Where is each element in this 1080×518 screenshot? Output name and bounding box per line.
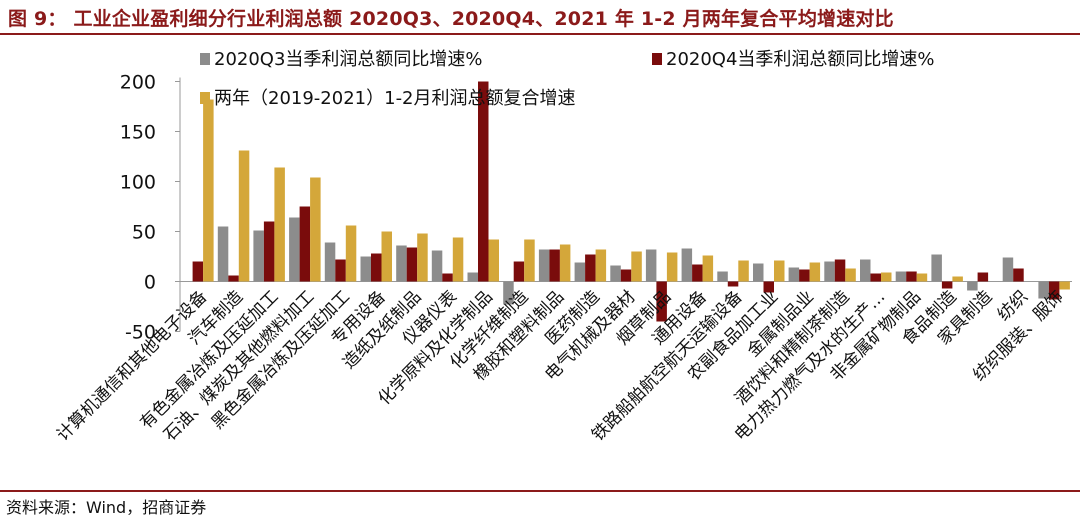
bar-3 [310, 177, 321, 282]
bar-3 [274, 167, 285, 282]
bar-1 [788, 267, 800, 282]
footer-divider [0, 490, 1080, 492]
bar-3 [845, 268, 856, 282]
bar-3 [203, 99, 214, 282]
bar-3 [1059, 281, 1070, 290]
bar-2 [263, 221, 275, 282]
legend-swatch-3 [200, 92, 210, 104]
bar-3 [952, 276, 963, 282]
bar-1 [217, 226, 229, 282]
source-note: 资料来源：Wind，招商证券 [6, 498, 207, 517]
bar-2 [1048, 281, 1060, 300]
bar-1 [717, 271, 728, 282]
bar-chart: -50050100150200计算机通信和其他电子设备汽车制造有色金属冶炼及压延… [53, 49, 1072, 445]
bar-2 [478, 81, 489, 282]
bar-3 [738, 260, 749, 282]
bar-1 [967, 281, 978, 291]
bar-1 [253, 230, 264, 282]
bar-1 [289, 217, 300, 282]
bar-3 [488, 239, 499, 282]
title-divider [0, 33, 1080, 35]
bar-1 [681, 248, 693, 282]
bar-1 [753, 263, 764, 282]
bar-2 [977, 272, 989, 282]
bar-1 [538, 249, 550, 282]
bar-1 [1002, 257, 1014, 282]
bar-2 [585, 254, 596, 282]
bar-2 [834, 259, 846, 282]
bar-2 [406, 247, 418, 282]
bar-2 [870, 273, 881, 282]
bar-1 [396, 245, 407, 282]
bar-3 [809, 262, 821, 282]
bar-1 [574, 262, 586, 282]
bar-1 [324, 242, 336, 282]
y-tick-label: 100 [120, 172, 156, 194]
y-tick-label: 200 [120, 72, 156, 94]
bar-1 [503, 281, 514, 305]
legend-swatch-1 [200, 53, 210, 65]
bar-2 [228, 275, 239, 282]
bar-1 [467, 272, 478, 282]
bar-2 [299, 206, 311, 282]
bar-3 [881, 272, 892, 282]
bar-3 [666, 252, 678, 282]
y-tick-label: -50 [125, 322, 156, 344]
legend-swatch-2 [652, 53, 662, 65]
bar-1 [895, 271, 907, 282]
bar-2 [371, 253, 382, 282]
legend-label-3: 两年（2019-2021）1-2月利润总额复合增速 [214, 88, 576, 109]
bar-2 [620, 269, 632, 282]
y-tick-label: 0 [144, 272, 156, 294]
bar-1 [931, 254, 942, 282]
bar-2 [692, 264, 703, 282]
bar-1 [645, 249, 657, 282]
y-tick-label: 150 [120, 122, 156, 144]
bar-2 [549, 249, 560, 282]
bar-2 [727, 281, 739, 287]
bar-2 [513, 261, 525, 282]
bar-2 [906, 271, 917, 282]
bar-3 [238, 150, 250, 282]
bar-2 [442, 273, 453, 282]
bar-3 [452, 237, 464, 282]
bar-2 [1013, 268, 1024, 282]
bar-1 [431, 250, 443, 282]
bar-3 [595, 249, 607, 282]
bar-3 [774, 260, 785, 282]
legend-label-1: 2020Q3当季利润总额同比增速% [214, 49, 483, 70]
y-tick-label: 50 [132, 222, 156, 244]
bar-3 [345, 225, 357, 282]
chart-title: 图 9： 工业企业盈利细分行业利润总额 2020Q3、2020Q4、2021 年… [8, 8, 894, 30]
bar-1 [824, 261, 835, 282]
bar-2 [335, 259, 346, 282]
bar-3 [559, 244, 571, 282]
bar-3 [381, 231, 392, 282]
x-category-label: 有色金属冶炼及压延加工 [136, 287, 282, 433]
bar-1 [1038, 281, 1049, 299]
bar-2 [941, 281, 953, 289]
bar-2 [799, 269, 810, 282]
bar-3 [631, 251, 642, 282]
bar-2 [656, 281, 667, 322]
legend-label-2: 2020Q4当季利润总额同比增速% [666, 49, 935, 70]
bar-1 [610, 265, 621, 282]
bar-3 [916, 273, 928, 282]
bar-2 [763, 281, 774, 293]
bar-1 [860, 259, 871, 282]
bar-3 [524, 239, 535, 282]
bar-2 [192, 261, 204, 282]
bar-1 [360, 256, 371, 282]
bar-3 [417, 233, 428, 282]
bar-3 [702, 255, 714, 282]
